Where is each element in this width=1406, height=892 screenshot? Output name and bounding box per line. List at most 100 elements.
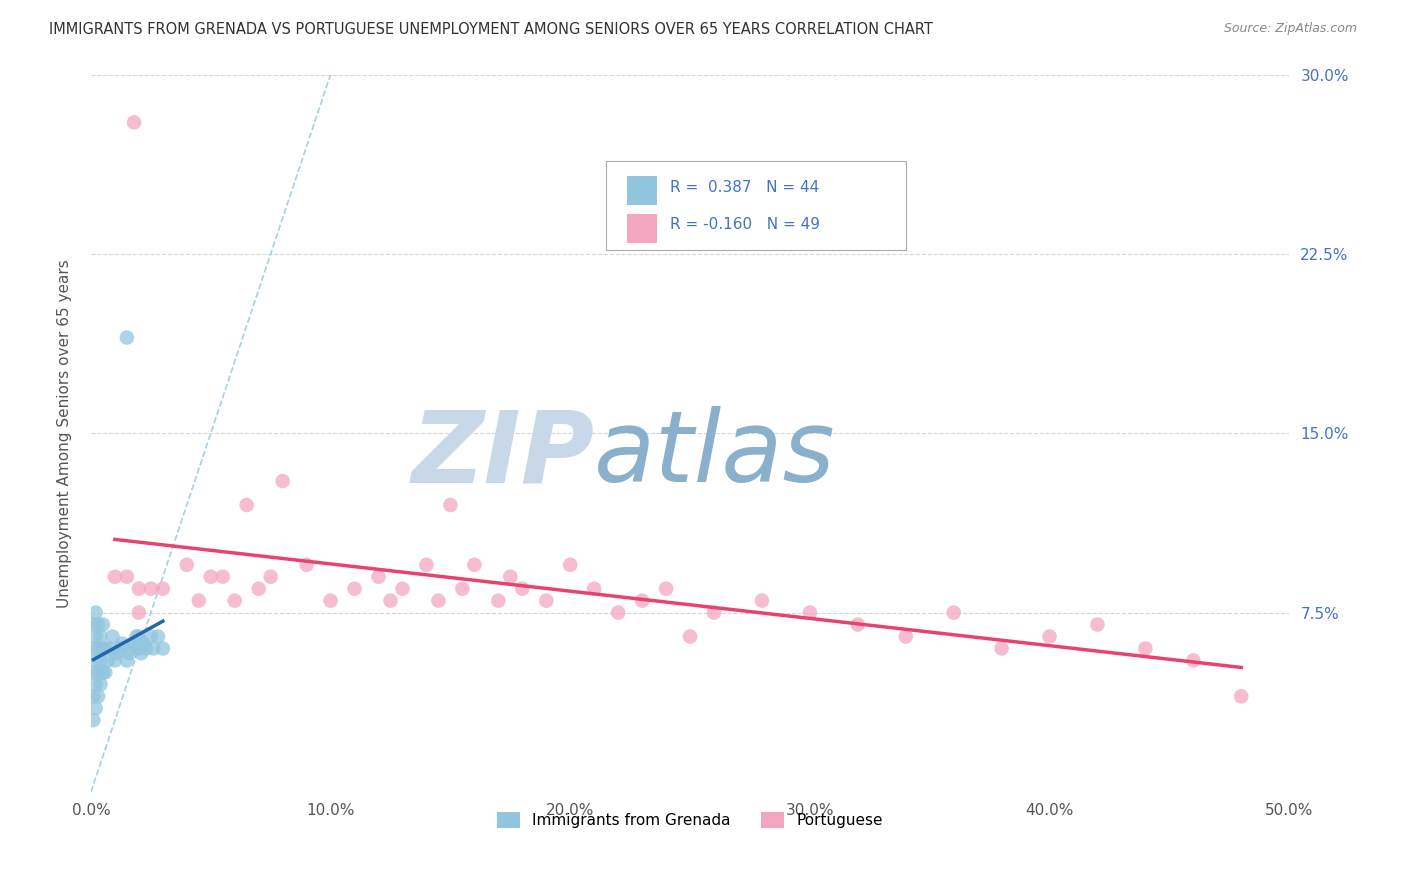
Point [1182,653,1205,667]
Point [104,653,127,667]
Point [87,617,110,632]
Point [115,570,138,584]
Point [82,713,104,727]
Point [211,570,233,584]
Text: R =  0.387   N = 44: R = 0.387 N = 44 [669,179,818,194]
Legend: Immigrants from Grenada, Portuguese: Immigrants from Grenada, Portuguese [491,806,889,835]
Text: atlas: atlas [595,406,835,503]
Point [894,630,917,644]
Point [224,593,246,607]
Text: Source: ZipAtlas.com: Source: ZipAtlas.com [1223,22,1357,36]
Point [152,582,174,596]
Point [295,558,318,572]
Point [415,558,437,572]
Point [89,677,111,691]
Point [560,558,582,572]
Point [91,665,114,680]
Point [82,641,104,656]
Text: ZIP: ZIP [411,406,595,503]
Point [679,630,702,644]
Point [486,593,509,607]
Point [128,630,150,644]
Point [87,641,110,656]
Point [631,593,654,607]
Point [703,606,725,620]
Point [135,641,157,656]
Point [94,665,117,680]
Point [942,606,965,620]
Point [91,617,114,632]
Point [84,677,107,691]
Text: IMMIGRANTS FROM GRENADA VS PORTUGUESE UNEMPLOYMENT AMONG SENIORS OVER 65 YEARS C: IMMIGRANTS FROM GRENADA VS PORTUGUESE UN… [49,22,934,37]
Point [846,617,869,632]
Point [247,582,270,596]
Point [142,641,165,656]
Point [271,474,294,488]
Point [105,646,128,660]
Point [84,701,107,715]
Point [87,690,110,704]
Point [98,641,121,656]
Point [1230,690,1253,704]
Point [499,570,522,584]
Point [607,606,630,620]
Point [121,641,143,656]
Point [260,570,283,584]
Point [91,641,114,656]
Point [87,665,110,680]
Point [235,498,257,512]
Point [380,593,402,607]
Point [427,593,450,607]
Point [104,570,127,584]
Point [319,593,342,607]
Point [89,630,111,644]
Bar [627,214,657,243]
Point [139,582,162,596]
Point [990,641,1012,656]
Point [139,630,162,644]
Point [510,582,533,596]
Point [146,630,169,644]
Point [108,641,131,656]
Point [125,630,148,644]
Point [367,570,389,584]
Point [583,582,606,596]
Point [128,606,150,620]
Point [115,330,138,344]
Point [101,630,124,644]
Point [82,665,104,680]
Point [115,653,138,667]
Point [82,617,104,632]
Point [111,637,134,651]
Point [132,637,155,651]
Point [84,606,107,620]
Point [94,641,117,656]
Y-axis label: Unemployment Among Seniors over 65 years: Unemployment Among Seniors over 65 years [58,259,72,607]
Point [1087,617,1109,632]
Point [89,653,111,667]
Point [439,498,461,512]
Point [118,646,141,660]
Point [187,593,209,607]
Point [391,582,413,596]
Point [122,637,145,651]
Point [1038,630,1060,644]
Point [152,641,174,656]
Point [176,558,198,572]
Point [128,641,150,656]
Point [536,593,558,607]
FancyBboxPatch shape [606,161,905,251]
Point [82,690,104,704]
Point [451,582,474,596]
Point [97,653,120,667]
Point [84,630,107,644]
Point [129,646,152,660]
Point [799,606,821,620]
Point [200,570,222,584]
Point [122,115,145,129]
Point [128,582,150,596]
Point [751,593,773,607]
Point [343,582,366,596]
Point [655,582,678,596]
Text: R = -0.160   N = 49: R = -0.160 N = 49 [669,218,820,233]
